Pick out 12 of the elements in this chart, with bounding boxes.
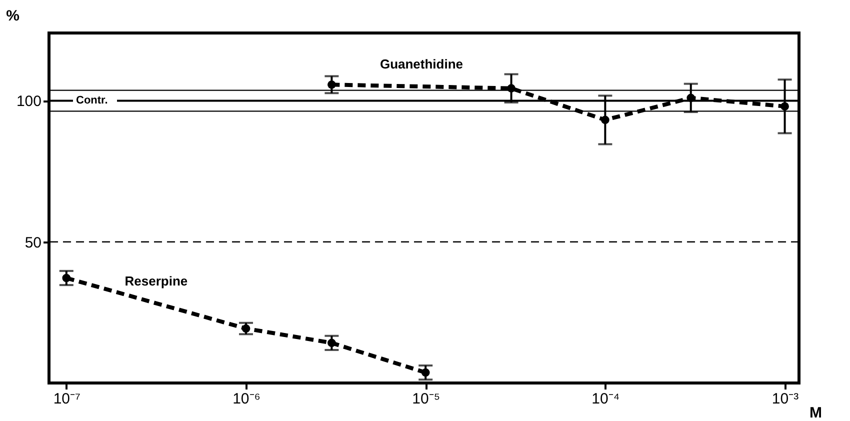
y-tick-label: 100 — [16, 93, 42, 110]
x-tick-label: 10⁻⁷ — [53, 390, 80, 408]
series-label: Guanethidine — [380, 56, 464, 72]
x-axis-title: M — [810, 404, 822, 421]
y-tick-label: 50 — [24, 234, 42, 252]
x-tick-label: 10⁻⁵ — [412, 390, 440, 408]
x-tick-label: 10⁻³ — [772, 390, 799, 408]
series-label: Reserpine — [124, 273, 188, 288]
x-tick-label: 10⁻⁶ — [232, 390, 260, 408]
x-tick-label: 10⁻⁴ — [592, 390, 620, 408]
y-axis-title: % — [6, 8, 20, 24]
ref-line-label: Contr. — [76, 94, 108, 107]
